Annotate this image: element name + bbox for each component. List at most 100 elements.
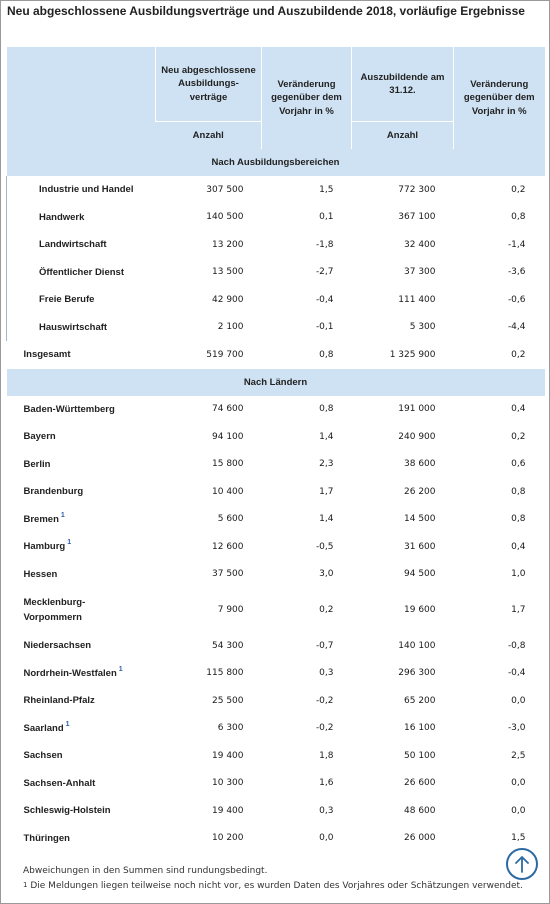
row-label-text: Brandenburg bbox=[23, 486, 84, 498]
row-label: Hamburg 1 bbox=[7, 533, 156, 561]
value-new-contracts: 10 300 bbox=[212, 778, 244, 789]
value-change-contracts: 0,2 bbox=[319, 605, 334, 615]
value-change-contracts: 0,0 bbox=[319, 833, 334, 844]
arrow-up-icon bbox=[515, 856, 529, 873]
row-label-text: Hessen bbox=[23, 568, 58, 580]
row-label: Öffentlicher Dienst bbox=[6, 258, 156, 286]
row-label: Industrie und Handel bbox=[6, 176, 156, 204]
value-change-contracts: -0,5 bbox=[315, 541, 334, 552]
value-apprentices: 191 000 bbox=[398, 404, 436, 415]
value-change-contracts: 1,4 bbox=[319, 514, 334, 525]
row-label: Bayern bbox=[7, 423, 156, 451]
row-label-text: Mecklenburg-Vorpommern bbox=[23, 597, 86, 623]
value-change-apprentices: 0,8 bbox=[511, 514, 526, 525]
value-apprentices: 140 100 bbox=[398, 640, 436, 651]
row-label: Sachsen-Anhalt bbox=[7, 770, 156, 798]
value-change-contracts: -0,2 bbox=[315, 723, 334, 734]
table-row: Landwirtschaft 13 200 -1,8 32 400 -1,4 bbox=[6, 231, 545, 259]
value-change-contracts: -2,7 bbox=[315, 267, 334, 278]
value-change-apprentices: 0,4 bbox=[511, 404, 526, 415]
value-new-contracts: 13 500 bbox=[212, 267, 244, 278]
value-change-contracts: 0,3 bbox=[319, 805, 334, 816]
row-label: Insgesamt bbox=[7, 341, 156, 369]
row-label: Landwirtschaft bbox=[6, 231, 156, 259]
value-apprentices: 296 300 bbox=[398, 668, 436, 679]
value-apprentices: 50 100 bbox=[404, 750, 436, 761]
footnote-text: Die Meldungen liegen teilweise noch nich… bbox=[30, 881, 523, 891]
row-label: Hauswirtschaft bbox=[6, 313, 156, 341]
value-apprentices: 19 600 bbox=[404, 605, 436, 615]
row-label-text: Landwirtschaft bbox=[39, 239, 107, 251]
back-to-top-button[interactable] bbox=[506, 848, 538, 880]
row-label-text: Thüringen bbox=[23, 832, 70, 844]
value-apprentices: 48 600 bbox=[404, 805, 436, 816]
page-title: Neu abgeschlossene Ausbildungsverträge u… bbox=[7, 4, 525, 18]
value-change-apprentices: -0,8 bbox=[507, 640, 526, 651]
value-apprentices: 240 900 bbox=[398, 431, 436, 442]
section-heading: Nach Ländern bbox=[6, 368, 545, 396]
footnote-rounding: Abweichungen in den Summen sind rundungs… bbox=[23, 866, 268, 876]
header-apprentices: Auszubildende am 31.12. bbox=[351, 47, 454, 122]
table-row: Saarland 1 6 300 -0,2 16 100 -3,0 bbox=[7, 715, 545, 743]
value-new-contracts: 15 800 bbox=[212, 459, 244, 470]
value-change-apprentices: -3,6 bbox=[507, 267, 526, 278]
value-change-apprentices: 0,2 bbox=[511, 431, 526, 442]
table-row: Sachsen 19 400 1,8 50 100 2,5 bbox=[7, 742, 545, 770]
value-change-contracts: 0,1 bbox=[319, 212, 334, 223]
value-change-contracts: 1,8 bbox=[319, 750, 334, 761]
row-label: Baden-Württemberg bbox=[7, 396, 156, 424]
footnote-reference[interactable]: 1 bbox=[65, 720, 70, 728]
header-empty bbox=[6, 47, 156, 149]
value-change-apprentices: -4,4 bbox=[507, 322, 526, 333]
table-row: Hamburg 1 12 600 -0,5 31 600 0,4 bbox=[7, 533, 545, 561]
footnote-reference[interactable]: 1 bbox=[118, 665, 123, 673]
section-heading: Nach Ausbildungsbereichen bbox=[6, 149, 545, 176]
value-change-contracts: 1,4 bbox=[319, 431, 334, 442]
total-row: Insgesamt 519 700 0,8 1 325 900 0,2 bbox=[7, 341, 545, 369]
value-apprentices: 26 600 bbox=[404, 778, 436, 789]
value-new-contracts: 5 600 bbox=[217, 514, 244, 525]
value-change-apprentices: 1,0 bbox=[511, 569, 526, 580]
value-change-contracts: 2,3 bbox=[319, 459, 334, 470]
value-change-apprentices: -0,6 bbox=[507, 294, 526, 305]
row-label: Rheinland-Pfalz bbox=[7, 687, 156, 715]
row-label: Hessen bbox=[7, 561, 156, 589]
value-change-apprentices: -1,4 bbox=[507, 239, 526, 250]
header-change-apprentices: Veränderung gegenüber dem Vorjahr in % bbox=[453, 47, 545, 149]
value-change-contracts: -0,4 bbox=[315, 294, 334, 305]
row-label: Brandenburg bbox=[7, 478, 156, 506]
value-apprentices: 5 300 bbox=[409, 322, 436, 333]
row-label-text: Freie Berufe bbox=[39, 294, 95, 306]
value-new-contracts: 54 300 bbox=[212, 640, 244, 651]
value-apprentices: 94 500 bbox=[404, 569, 436, 580]
value-new-contracts: 19 400 bbox=[212, 750, 244, 761]
table-row: Mecklenburg-Vorpommern 7 900 0,2 19 600 1,7 bbox=[7, 588, 545, 632]
table-row: Rheinland-Pfalz 25 500 -0,2 65 200 0,0 bbox=[7, 687, 545, 715]
section-row-laender: Nach Ländern bbox=[6, 368, 545, 396]
table-row: Bremen 1 5 600 1,4 14 500 0,8 bbox=[7, 506, 545, 534]
value-change-contracts: 0,8 bbox=[319, 349, 334, 360]
footnote-data-source: 1 Die Meldungen liegen teilweise noch ni… bbox=[23, 881, 523, 891]
value-apprentices: 14 500 bbox=[404, 514, 436, 525]
row-label-text: Hauswirtschaft bbox=[39, 321, 108, 333]
value-new-contracts: 519 700 bbox=[206, 349, 244, 360]
value-change-apprentices: -0,4 bbox=[507, 668, 526, 679]
value-apprentices: 37 300 bbox=[404, 267, 436, 278]
value-change-apprentices: 0,0 bbox=[511, 695, 526, 706]
row-label: Thüringen bbox=[7, 825, 156, 853]
footnote-reference[interactable]: 1 bbox=[60, 511, 65, 519]
footnote-reference[interactable]: 1 bbox=[67, 539, 72, 547]
value-apprentices: 65 200 bbox=[404, 695, 436, 706]
table-row: Baden-Württemberg 74 600 0,8 191 000 0,4 bbox=[7, 396, 545, 424]
row-label-text: Hamburg bbox=[23, 541, 66, 553]
value-new-contracts: 10 200 bbox=[212, 833, 244, 844]
table-row: Industrie und Handel 307 500 1,5 772 300 0,2 bbox=[6, 176, 545, 204]
row-label-text: Nordrhein-Westfalen bbox=[23, 667, 117, 679]
row-label: Mecklenburg-Vorpommern bbox=[7, 588, 156, 632]
value-new-contracts: 140 500 bbox=[206, 212, 244, 223]
value-apprentices: 367 100 bbox=[398, 212, 436, 223]
table-row: Hauswirtschaft 2 100 -0,1 5 300 -4,4 bbox=[6, 313, 545, 341]
value-apprentices: 26 000 bbox=[404, 833, 436, 844]
table-row: Nordrhein-Westfalen 1 115 800 0,3 296 300 -0,… bbox=[7, 660, 545, 688]
value-change-apprentices: 1,7 bbox=[511, 605, 526, 615]
